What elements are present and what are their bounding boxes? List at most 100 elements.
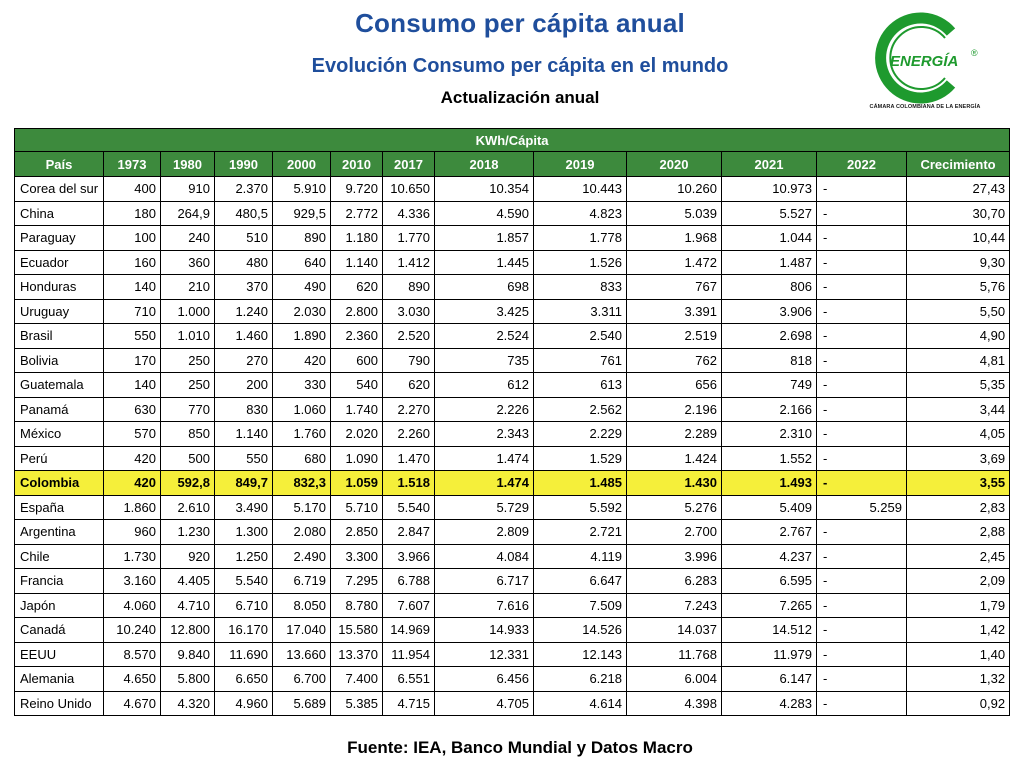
- table-row: España 1.860 2.610 3.490 5.170 5.710 5.540 5.72…: [14, 494, 1011, 520]
- value-cell: 11.768: [626, 641, 722, 667]
- value-cell: 400: [103, 176, 161, 202]
- value-cell: 1.968: [626, 225, 722, 251]
- value-cell: 620: [330, 274, 383, 300]
- value-cell: 360: [160, 249, 215, 275]
- value-cell: 6.650: [214, 666, 273, 692]
- value-cell: 5.592: [533, 494, 627, 520]
- value-cell: 2.520: [382, 323, 435, 349]
- value-cell: 1.140: [214, 421, 273, 447]
- table-row: Japón 4.060 4.710 6.710 8.050 8.780 7.607 7.616…: [14, 592, 1011, 618]
- value-cell: 890: [382, 274, 435, 300]
- logo-registered: ®: [971, 48, 978, 58]
- value-cell: 3,69: [905, 445, 1011, 471]
- value-cell: -: [816, 372, 907, 398]
- value-cell: 4.705: [434, 690, 534, 716]
- value-cell: 9.720: [330, 176, 383, 202]
- value-cell: 5.385: [330, 690, 383, 716]
- value-cell: 1,79: [905, 592, 1011, 618]
- table-row: Corea del sur 400 910 2.370 5.910 9.720 10.650…: [14, 176, 1011, 202]
- value-cell: 1.240: [214, 298, 273, 324]
- value-cell: 890: [272, 225, 331, 251]
- value-cell: -: [816, 617, 907, 643]
- country-cell: Argentina: [14, 519, 104, 545]
- value-cell: 4.336: [382, 200, 435, 226]
- value-cell: 6.788: [382, 568, 435, 594]
- value-cell: 3.490: [214, 494, 273, 520]
- country-cell: Bolivia: [14, 347, 104, 373]
- value-cell: 910: [160, 176, 215, 202]
- value-cell: 8.050: [272, 592, 331, 618]
- value-cell: 1.472: [626, 249, 722, 275]
- page-subtitle: Evolución Consumo per cápita en el mundo: [311, 55, 729, 77]
- value-cell: 6.456: [434, 666, 534, 692]
- value-cell: 1.890: [272, 323, 331, 349]
- value-cell: 370: [214, 274, 273, 300]
- value-cell: 6.717: [434, 568, 534, 594]
- value-cell: 1.529: [533, 445, 627, 471]
- value-cell: 1.857: [434, 225, 534, 251]
- value-cell: 2,09: [905, 568, 1011, 594]
- value-cell: 14.969: [382, 617, 435, 643]
- value-cell: 4.320: [160, 690, 215, 716]
- energia-logo-icon: ENERGÍA ®: [875, 12, 978, 104]
- value-cell: 2.229: [533, 421, 627, 447]
- value-cell: 330: [272, 372, 331, 398]
- column-header: País: [14, 151, 104, 177]
- country-cell: China: [14, 200, 104, 226]
- value-cell: 1.090: [330, 445, 383, 471]
- value-cell: 3.311: [533, 298, 627, 324]
- value-cell: 830: [214, 396, 273, 422]
- value-cell: 4.715: [382, 690, 435, 716]
- column-header: 1990: [214, 151, 273, 177]
- value-cell: 1.000: [160, 298, 215, 324]
- table-row: México 570 850 1.140 1.760 2.020 2.260 2.343 2.2…: [14, 421, 1011, 447]
- value-cell: 2.360: [330, 323, 383, 349]
- value-cell: 1.474: [434, 445, 534, 471]
- table-row: Argentina 960 1.230 1.300 2.080 2.850 2.847 2.8…: [14, 519, 1011, 545]
- value-cell: 240: [160, 225, 215, 251]
- country-cell: Uruguay: [14, 298, 104, 324]
- value-cell: 14.037: [626, 617, 722, 643]
- value-cell: 5,50: [905, 298, 1011, 324]
- value-cell: 2.370: [214, 176, 273, 202]
- table-row: Bolivia 170 250 270 420 600 790 735 761 762 818-4,…: [14, 347, 1011, 373]
- value-cell: 1.860: [103, 494, 161, 520]
- value-cell: 5,76: [905, 274, 1011, 300]
- value-cell: 1.180: [330, 225, 383, 251]
- value-cell: 1.493: [721, 470, 817, 496]
- value-cell: 630: [103, 396, 161, 422]
- value-cell: 6.719: [272, 568, 331, 594]
- value-cell: 1.010: [160, 323, 215, 349]
- value-cell: 2.847: [382, 519, 435, 545]
- value-cell: 0,92: [905, 690, 1011, 716]
- value-cell: 680: [272, 445, 331, 471]
- value-cell: -: [816, 298, 907, 324]
- country-cell: Canadá: [14, 617, 104, 643]
- value-cell: 5.170: [272, 494, 331, 520]
- table-row: Panamá 630 770 830 1.060 1.740 2.270 2.226 2.562…: [14, 396, 1011, 422]
- value-cell: 1.059: [330, 470, 383, 496]
- value-cell: 13.370: [330, 641, 383, 667]
- value-cell: 14.526: [533, 617, 627, 643]
- value-cell: 12.331: [434, 641, 534, 667]
- value-cell: 6.647: [533, 568, 627, 594]
- value-cell: 5.800: [160, 666, 215, 692]
- value-cell: 770: [160, 396, 215, 422]
- unit-band: KWh/Cápita: [13, 128, 1011, 152]
- value-cell: 1.445: [434, 249, 534, 275]
- value-cell: 11.979: [721, 641, 817, 667]
- value-cell: 1.552: [721, 445, 817, 471]
- value-cell: 140: [103, 274, 161, 300]
- value-cell: 2.524: [434, 323, 534, 349]
- value-cell: 613: [533, 372, 627, 398]
- country-cell: Guatemala: [14, 372, 104, 398]
- value-cell: 6.595: [721, 568, 817, 594]
- table-row: Brasil 550 1.010 1.460 1.890 2.360 2.520 2.524 2…: [14, 323, 1011, 349]
- value-cell: 3.966: [382, 543, 435, 569]
- table-row: Francia 3.160 4.405 5.540 6.719 7.295 6.788 6.7…: [14, 568, 1011, 594]
- value-cell: 10.443: [533, 176, 627, 202]
- value-cell: 210: [160, 274, 215, 300]
- column-header: 2000: [272, 151, 331, 177]
- value-cell: 3.425: [434, 298, 534, 324]
- value-cell: 612: [434, 372, 534, 398]
